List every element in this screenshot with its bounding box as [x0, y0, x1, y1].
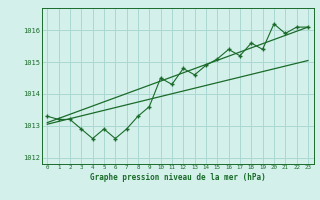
X-axis label: Graphe pression niveau de la mer (hPa): Graphe pression niveau de la mer (hPa) — [90, 173, 266, 182]
